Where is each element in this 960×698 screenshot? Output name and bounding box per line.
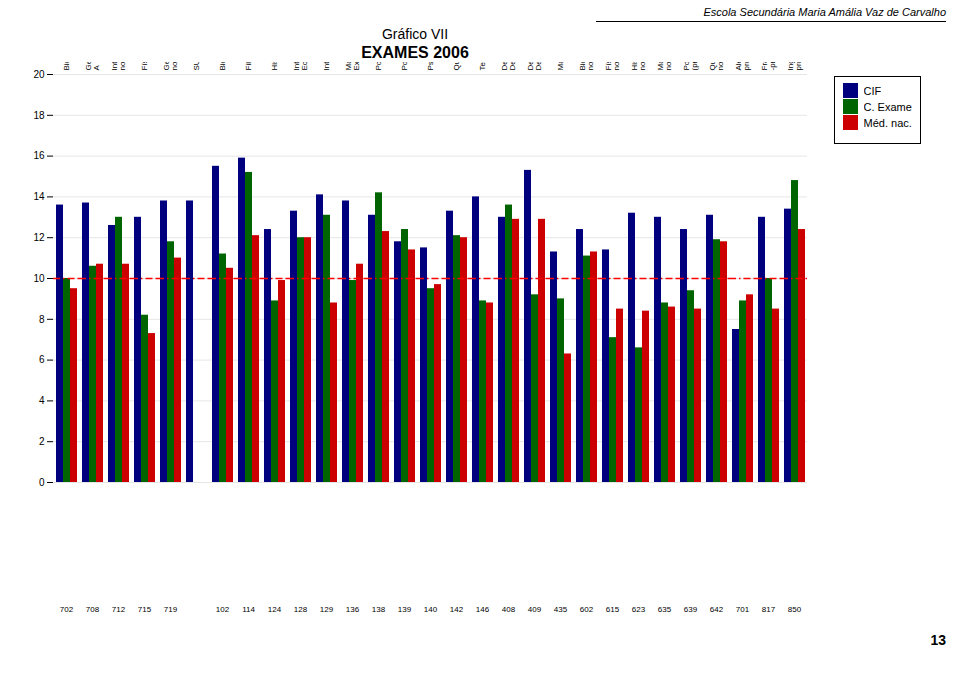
svg-text:642: 642 — [710, 605, 724, 614]
svg-text:Química: Química — [452, 62, 461, 71]
html-text:13: 13 — [930, 632, 946, 648]
svg-text:Teoria do Design: Teoria do Design — [478, 62, 487, 71]
html-text:C. Exame: C. Exame — [863, 100, 912, 113]
svg-text:Biologia: Biologia — [218, 62, 227, 71]
svg-text:615: 615 — [606, 605, 620, 614]
svg-text:140: 140 — [424, 605, 438, 614]
svg-text:0: 0 — [39, 477, 45, 488]
svg-text:102: 102 — [216, 605, 230, 614]
html-text:Gráfico VII: Gráfico VII — [381, 26, 449, 42]
svg-text:719: 719 — [164, 605, 178, 614]
svg-text:Francês (continuação-prog. nov: Francês (continuação-prog. novo) — [760, 62, 777, 71]
svg-text:Matemática: Matemática — [556, 62, 565, 71]
svg-text:14: 14 — [33, 191, 45, 202]
svg-text:124: 124 — [268, 605, 282, 614]
svg-text:Geografia (prog.novo)/Geografi: Geografia (prog.novo)/Geografia A — [162, 62, 179, 71]
svg-text:Matemática (programanovo): Matemática (programanovo) — [656, 62, 673, 71]
svg-text:817: 817 — [762, 605, 776, 614]
svg-text:20: 20 — [33, 69, 45, 80]
svg-text:Inglês (continuação -programa: Inglês (continuação -programa novo) — [786, 62, 803, 71]
html-text:Escola Secundária Maria Amália: Escola Secundária Maria Amália Vaz de Ca… — [703, 6, 946, 18]
svg-text:Biologia (programanovo): Biologia (programanovo) — [578, 62, 595, 71]
svg-text:Introdução ao Direito: Introdução ao Direito — [322, 62, 331, 71]
svg-text:712: 712 — [112, 605, 126, 614]
svg-text:Filosofia: Filosofia — [244, 62, 253, 71]
svg-text:Alemão (iniciação -programa no: Alemão (iniciação -programa novo) — [734, 62, 751, 71]
svg-text:138: 138 — [372, 605, 386, 614]
svg-text:850: 850 — [788, 605, 802, 614]
svg-text:Português B(programa novo): Português B(programa novo) — [682, 62, 699, 71]
svg-text:História (programanovo): História (programanovo) — [630, 62, 647, 71]
svg-text:Intro.Econ. (prog.novo)/Econom: Intro.Econ. (prog.novo)/Economia A — [110, 62, 127, 71]
svg-text:Desenho e GeometriaDescritiva: Desenho e GeometriaDescritiva A — [500, 62, 517, 71]
html-text:CIF: CIF — [863, 84, 882, 97]
svg-text:Física (programanovo): Física (programanovo) — [604, 62, 621, 71]
svg-text:Biologia e Geologia: Biologia e Geologia — [62, 62, 71, 71]
svg-text:18: 18 — [33, 110, 45, 121]
svg-text:128: 128 — [294, 605, 308, 614]
svg-text:708: 708 — [86, 605, 100, 614]
svg-text:4: 4 — [39, 395, 45, 406]
svg-text:16: 16 — [33, 150, 45, 161]
svg-text:Materiais e TécnicasExpr. Plás: Materiais e TécnicasExpr. Plástica — [344, 62, 361, 71]
svg-text:Intro. ao Desenv.Económico Soc: Intro. ao Desenv.Económico Social — [292, 62, 309, 71]
svg-text:10: 10 — [33, 273, 45, 284]
svg-text:142: 142 — [450, 605, 464, 614]
svg-text:Psicologia: Psicologia — [426, 62, 435, 71]
svg-text:635: 635 — [658, 605, 672, 614]
svg-text:12: 12 — [33, 232, 45, 243]
svg-text:701: 701 — [736, 605, 750, 614]
svg-text:139: 139 — [398, 605, 412, 614]
svg-text:602: 602 — [580, 605, 594, 614]
html-text:Méd. nac.: Méd. nac. — [863, 116, 912, 129]
svg-text:História da Arte: História da Arte — [270, 62, 279, 71]
svg-text:409: 409 — [528, 605, 542, 614]
svg-text:8: 8 — [39, 314, 45, 325]
svg-text:129: 129 — [320, 605, 334, 614]
svg-text:136: 136 — [346, 605, 360, 614]
svg-text:408: 408 — [502, 605, 516, 614]
svg-text:623: 623 — [632, 605, 646, 614]
svg-text:SUB-TOTAL 11º: SUB-TOTAL 11º — [192, 62, 201, 71]
html-text:EXAMES 2006: EXAMES 2006 — [361, 44, 469, 61]
svg-text:6: 6 — [39, 354, 45, 365]
svg-text:2: 2 — [39, 436, 45, 447]
svg-text:Química (programanovo): Química (programanovo) — [708, 62, 725, 71]
svg-text:Física e Química A: Física e Química A — [140, 62, 149, 71]
svg-text:702: 702 — [60, 605, 74, 614]
svg-text:146: 146 — [476, 605, 490, 614]
svg-text:Português A: Português A — [374, 62, 383, 71]
svg-text:Geometria DescritivaA: Geometria DescritivaA — [84, 62, 101, 71]
svg-text:114: 114 — [242, 605, 255, 614]
svg-text:435: 435 — [554, 605, 568, 614]
svg-text:Desenho e GeometriaDescritiva: Desenho e GeometriaDescritiva B — [526, 62, 543, 71]
svg-text:639: 639 — [684, 605, 698, 614]
svg-text:Português B: Português B — [400, 62, 409, 71]
svg-text:715: 715 — [138, 605, 152, 614]
